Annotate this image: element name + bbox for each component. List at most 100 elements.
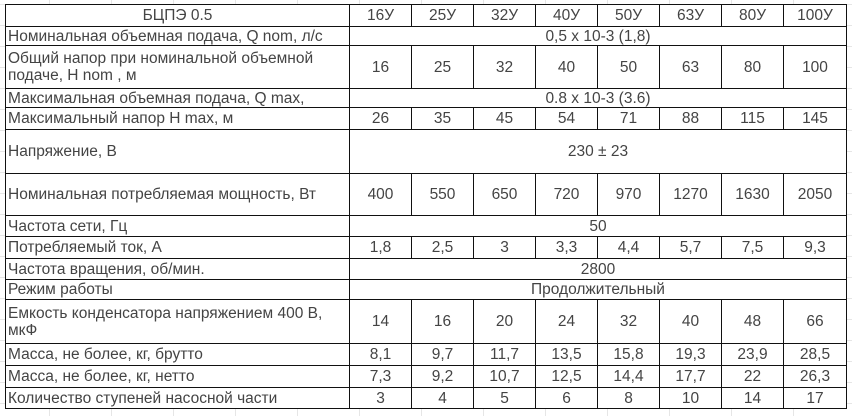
shared-value: 0,5 x 10-3 (1,8) <box>349 26 847 46</box>
shared-value: 50 <box>349 215 847 237</box>
cell-value: 35 <box>411 107 474 130</box>
cell-value: 970 <box>597 173 660 216</box>
table-row: Частота сети, Гц 50 <box>5 215 847 237</box>
cell-value: 5 <box>473 387 536 409</box>
model-header: 100У <box>783 4 847 27</box>
cell-value: 19,3 <box>659 343 722 366</box>
model-header: 63У <box>659 4 722 27</box>
row-label: Режим работы <box>5 279 350 300</box>
cell-value: 400 <box>349 173 412 216</box>
cell-value: 5,7 <box>659 236 722 259</box>
cell-value: 7,3 <box>349 365 412 388</box>
table-row: Напряжение, В 230 ± 23 <box>5 129 847 174</box>
model-header: 80У <box>721 4 784 27</box>
cell-value: 40 <box>535 45 598 89</box>
table-row: Режим работы Продолжительный <box>5 279 847 300</box>
cell-value: 12,5 <box>535 365 598 388</box>
cell-value: 25 <box>411 45 474 89</box>
cell-value: 3,3 <box>535 236 598 259</box>
cell-value: 720 <box>535 173 598 216</box>
row-label: Масса, не более, кг, брутто <box>5 343 350 366</box>
cell-value: 14 <box>721 387 784 409</box>
cell-value: 11,7 <box>473 343 536 366</box>
cell-value: 6 <box>535 387 598 409</box>
cell-value: 14,4 <box>597 365 660 388</box>
cell-value: 650 <box>473 173 536 216</box>
cell-value: 3 <box>349 387 412 409</box>
cell-value: 45 <box>473 107 536 130</box>
shared-value: 2800 <box>349 258 847 280</box>
row-label: Номинальная потребляемая мощность, Вт <box>5 173 350 216</box>
row-label: Максимальный напор H max, м <box>5 107 350 130</box>
cell-value: 48 <box>721 299 784 344</box>
cell-value: 1,8 <box>349 236 412 259</box>
table-row: Номинальная потребляемая мощность, Вт 400… <box>5 173 847 216</box>
cell-value: 145 <box>783 107 847 130</box>
table-row: Частота вращения, об/мин. 2800 <box>5 258 847 280</box>
cell-value: 23,9 <box>721 343 784 366</box>
cell-value: 100 <box>783 45 847 89</box>
cell-value: 14 <box>349 299 412 344</box>
table-row: Емкость конденсатора напряжением 400 В, … <box>5 299 847 344</box>
model-header: 16У <box>349 4 412 27</box>
table-row: Количество ступеней насосной части 3 4 5 6 8 1… <box>5 387 847 409</box>
cell-value: 71 <box>597 107 660 130</box>
cell-value: 3 <box>473 236 536 259</box>
table-title: БЦПЭ 0.5 <box>5 4 350 27</box>
cell-value: 80 <box>721 45 784 89</box>
row-label: Общий напор при номинальной объемной под… <box>5 45 350 89</box>
table-row: Номинальная объемная подача, Q nom, л/с 0… <box>5 26 847 46</box>
cell-value: 32 <box>597 299 660 344</box>
cell-value: 26,3 <box>783 365 847 388</box>
cell-value: 32 <box>473 45 536 89</box>
table-row: Масса, не более, кг, брутто 8,1 9,7 11,7 13,… <box>5 343 847 366</box>
row-label: Номинальная объемная подача, Q nom, л/с <box>5 26 350 46</box>
shared-value: 230 ± 23 <box>349 129 847 174</box>
cell-value: 16 <box>411 299 474 344</box>
row-label: Максимальная объемная подача, Q max, <box>5 88 350 108</box>
cell-value: 4 <box>411 387 474 409</box>
cell-value: 50 <box>597 45 660 89</box>
cell-value: 9,7 <box>411 343 474 366</box>
cell-value: 1270 <box>659 173 722 216</box>
cell-value: 2,5 <box>411 236 474 259</box>
table-row: Потребляемый ток, А 1,8 2,5 3 3,3 4,4 5,7 7,5 9,… <box>5 236 847 259</box>
cell-value: 40 <box>659 299 722 344</box>
header-row: БЦПЭ 0.5 16У 25У 32У 40У 50У 63У 80У 100У <box>5 4 847 27</box>
row-label: Частота сети, Гц <box>5 215 350 237</box>
cell-value: 8,1 <box>349 343 412 366</box>
cell-value: 2050 <box>783 173 847 216</box>
cell-value: 9,3 <box>783 236 847 259</box>
cell-value: 16 <box>349 45 412 89</box>
cell-value: 10 <box>659 387 722 409</box>
row-label: Частота вращения, об/мин. <box>5 258 350 280</box>
cell-value: 15,8 <box>597 343 660 366</box>
row-label: Напряжение, В <box>5 129 350 174</box>
cell-value: 7,5 <box>721 236 784 259</box>
model-header: 40У <box>535 4 598 27</box>
cell-value: 24 <box>535 299 598 344</box>
cell-value: 17 <box>783 387 847 409</box>
model-header: 32У <box>473 4 536 27</box>
shared-value: 0.8 x 10-3 (3.6) <box>349 88 847 108</box>
cell-value: 20 <box>473 299 536 344</box>
cell-value: 10,7 <box>473 365 536 388</box>
model-header: 25У <box>411 4 474 27</box>
cell-value: 9,2 <box>411 365 474 388</box>
cell-value: 4,4 <box>597 236 660 259</box>
cell-value: 115 <box>721 107 784 130</box>
cell-value: 550 <box>411 173 474 216</box>
cell-value: 13,5 <box>535 343 598 366</box>
cell-value: 1630 <box>721 173 784 216</box>
cell-value: 17,7 <box>659 365 722 388</box>
pump-specs-table: БЦПЭ 0.5 16У 25У 32У 40У 50У 63У 80У 100У Номинал… <box>5 4 847 409</box>
cell-value: 54 <box>535 107 598 130</box>
table-row: Максимальный напор H max, м 26 35 45 54 71 88 1… <box>5 107 847 130</box>
table-row: Максимальная объемная подача, Q max, 0.8 … <box>5 88 847 108</box>
table-row: Масса, не более, кг, нетто 7,3 9,2 10,7 12,5… <box>5 365 847 388</box>
cell-value: 28,5 <box>783 343 847 366</box>
cell-value: 66 <box>783 299 847 344</box>
shared-value: Продолжительный <box>349 279 847 300</box>
cell-value: 88 <box>659 107 722 130</box>
row-label: Емкость конденсатора напряжением 400 В, … <box>5 299 350 344</box>
